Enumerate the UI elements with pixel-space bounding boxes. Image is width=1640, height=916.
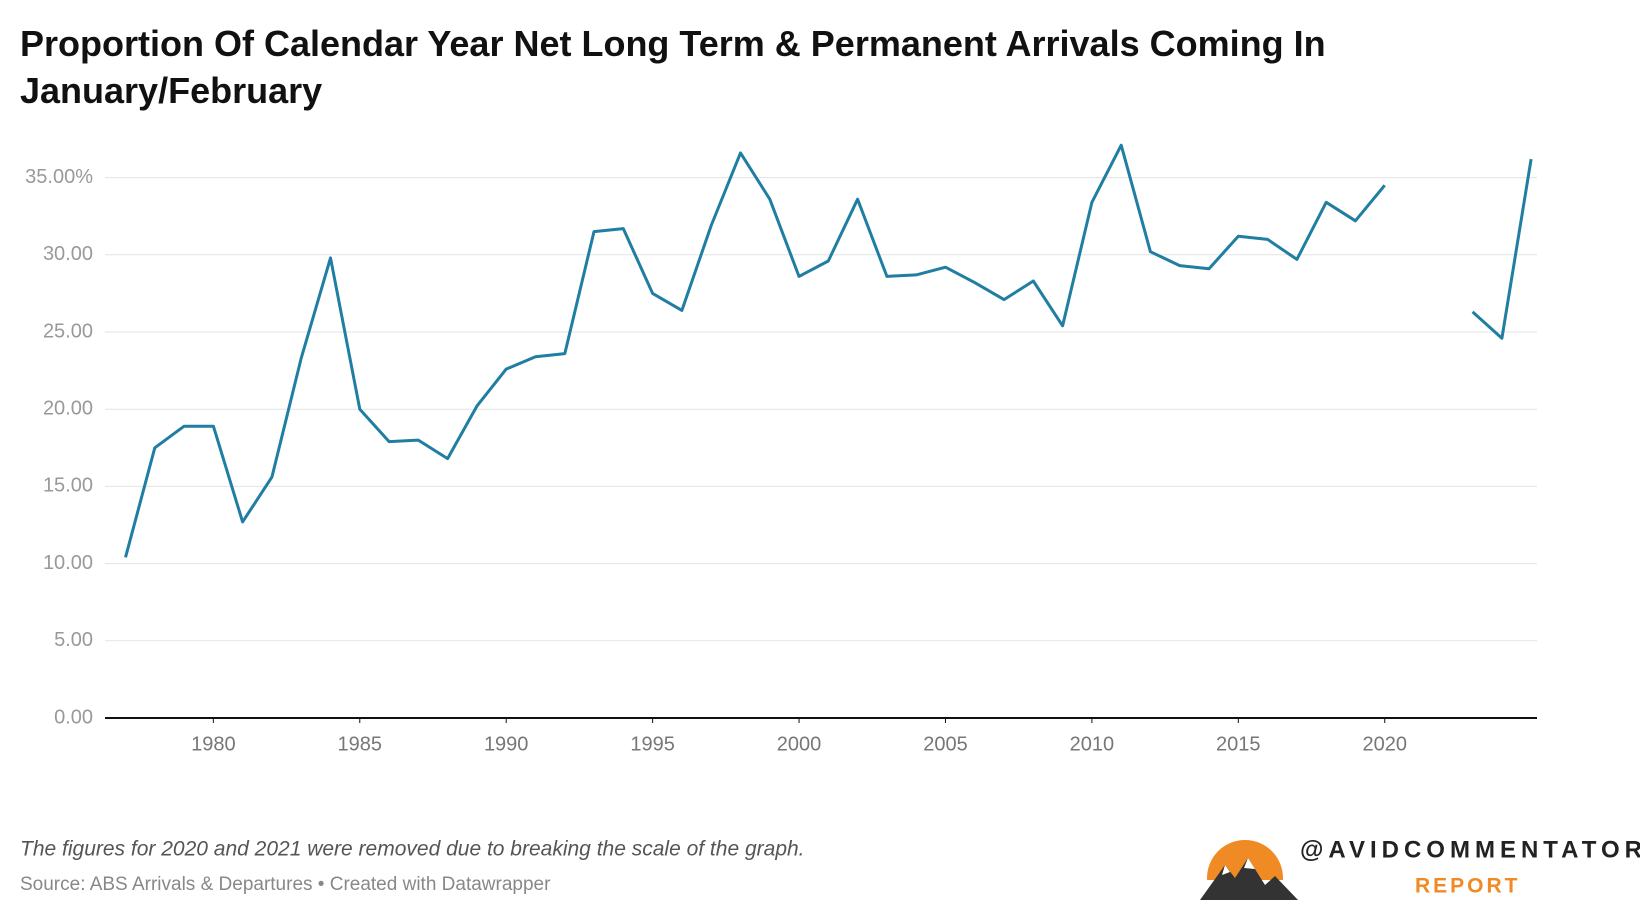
x-tick-label: 2010 — [1070, 733, 1115, 755]
data-line — [124, 143, 1533, 558]
x-tick-label: 1990 — [484, 733, 529, 755]
x-tick-label: 2015 — [1216, 733, 1261, 755]
y-tick-label: 25.00 — [43, 320, 93, 342]
logo-subtitle: REPORT — [1415, 875, 1521, 898]
source: Source: ABS Arrivals & Departures • Crea… — [20, 874, 551, 895]
y-tick-label: 10.00 — [43, 552, 93, 574]
logo-handle: @AVIDCOMMENTATOR — [1300, 836, 1640, 863]
x-tick-label: 1985 — [338, 733, 383, 755]
logo-icon — [1195, 840, 1298, 916]
note: The figures for 2020 and 2021 were remov… — [20, 838, 805, 861]
y-tick-label: 20.00 — [43, 397, 93, 419]
y-tick-label: 35.00% — [25, 166, 93, 188]
x-tick-label: 1980 — [191, 733, 236, 755]
x-tick-label: 2020 — [1362, 733, 1407, 755]
x-tick-label: 2000 — [777, 733, 822, 755]
y-tick-label: 0.00 — [54, 706, 93, 728]
y-tick-label: 30.00 — [43, 243, 93, 265]
x-tick-label: 2005 — [923, 733, 968, 755]
x-tick-label: 1995 — [630, 733, 675, 755]
y-tick-label: 5.00 — [54, 629, 93, 651]
chart-title: Proportion Of Calendar Year Net Long Ter… — [20, 23, 1326, 111]
y-tick-label: 15.00 — [43, 475, 93, 497]
